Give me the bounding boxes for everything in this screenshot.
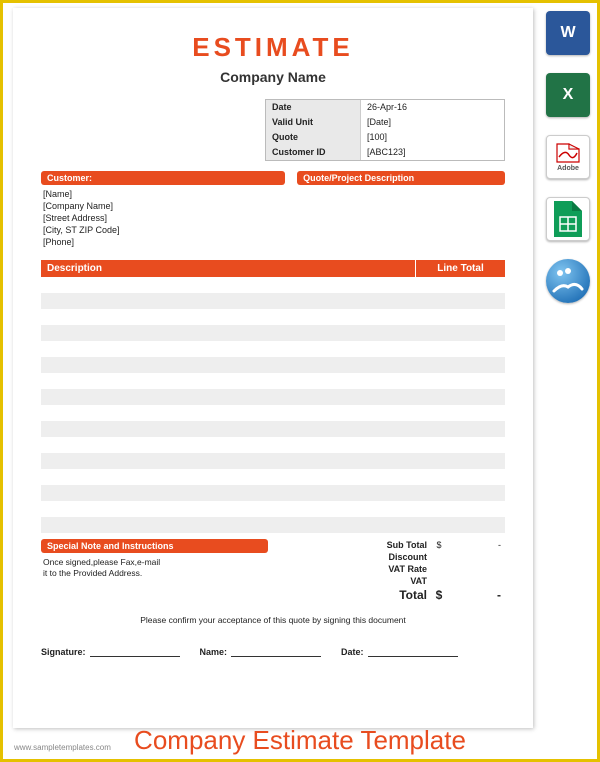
table-row: [41, 373, 505, 389]
signature-field: Signature:: [41, 647, 180, 657]
date-line: [368, 656, 458, 657]
notes-block: Special Note and Instructions Once signe…: [41, 539, 268, 603]
customer-block: Customer: [Name] [Company Name] [Street …: [41, 171, 285, 248]
table-body: [41, 277, 505, 533]
customer-line: [Phone]: [41, 236, 285, 248]
date-field: Date:: [341, 647, 458, 657]
customer-line: [Name]: [41, 188, 285, 200]
discount-row: Discount: [278, 551, 501, 563]
table-header: Description Line Total: [41, 260, 505, 277]
project-block: Quote/Project Description: [297, 171, 505, 248]
openoffice-icon[interactable]: [546, 259, 590, 303]
project-body: [297, 185, 505, 245]
total-value: -: [451, 588, 501, 602]
table-row: [41, 517, 505, 533]
total-row: Total $ -: [278, 587, 501, 603]
meta-box: Date 26-Apr-16 Valid Unit [Date] Quote […: [265, 99, 505, 161]
pdf-adobe-label: Adobe: [557, 165, 579, 172]
table-row: [41, 437, 505, 453]
word-icon[interactable]: W: [546, 11, 590, 55]
table-row: [41, 389, 505, 405]
meta-row-custid: Customer ID [ABC123]: [266, 145, 504, 160]
doc-title: ESTIMATE: [41, 32, 505, 63]
ooo-glyph-icon: [548, 261, 588, 301]
table-row: [41, 469, 505, 485]
subtotal-value: -: [451, 540, 501, 550]
estimate-document: ESTIMATE Company Name Date 26-Apr-16 Val…: [13, 8, 533, 728]
notes-header: Special Note and Instructions: [41, 539, 268, 553]
customer-lines: [Name] [Company Name] [Street Address] […: [41, 188, 285, 248]
signature-label: Signature:: [41, 647, 86, 657]
customer-line: [Company Name]: [41, 200, 285, 212]
signature-line: [90, 656, 180, 657]
sheets-glyph-icon: [552, 199, 584, 239]
excel-icon[interactable]: X: [546, 73, 590, 117]
table-row: [41, 357, 505, 373]
meta-row-date: Date 26-Apr-16: [266, 100, 504, 115]
subtotal-row: Sub Total $ -: [278, 539, 501, 551]
info-columns: Customer: [Name] [Company Name] [Street …: [41, 171, 505, 248]
customer-header: Customer:: [41, 171, 285, 185]
company-name: Company Name: [41, 69, 505, 85]
word-letter: W: [560, 24, 575, 42]
name-label: Name:: [200, 647, 228, 657]
bottom-section: Special Note and Instructions Once signe…: [41, 539, 505, 603]
table-row: [41, 309, 505, 325]
table-row: [41, 421, 505, 437]
discount-label: Discount: [347, 552, 427, 562]
name-field: Name:: [200, 647, 322, 657]
meta-value: 26-Apr-16: [361, 100, 504, 115]
project-header: Quote/Project Description: [297, 171, 505, 185]
excel-letter: X: [563, 86, 574, 104]
vatrate-label: VAT Rate: [347, 564, 427, 574]
outer-frame: ESTIMATE Company Name Date 26-Apr-16 Val…: [0, 0, 600, 762]
subtotal-label: Sub Total: [347, 540, 427, 550]
meta-label: Valid Unit: [266, 115, 361, 130]
vatrate-row: VAT Rate: [278, 563, 501, 575]
meta-value: [Date]: [361, 115, 504, 130]
meta-label: Quote: [266, 130, 361, 145]
table-row: [41, 293, 505, 309]
name-line: [231, 656, 321, 657]
notes-line: it to the Provided Address.: [43, 568, 266, 579]
vat-row: VAT: [278, 575, 501, 587]
watermark: www.sampletemplates.com: [11, 742, 114, 753]
meta-row-valid: Valid Unit [Date]: [266, 115, 504, 130]
currency: $: [427, 540, 451, 550]
col-linetotal: Line Total: [415, 260, 505, 277]
pdf-glyph-icon: [555, 143, 581, 163]
customer-line: [City, ST ZIP Code]: [41, 224, 285, 236]
notes-text: Once signed,please Fax,e-mail it to the …: [41, 553, 268, 583]
format-icons-column: W X Adobe: [543, 11, 593, 303]
currency: $: [427, 588, 451, 602]
meta-label: Customer ID: [266, 145, 361, 160]
customer-line: [Street Address]: [41, 212, 285, 224]
totals-block: Sub Total $ - Discount VAT Rate VAT: [278, 539, 505, 603]
date-label: Date:: [341, 647, 364, 657]
confirm-text: Please confirm your acceptance of this q…: [41, 615, 505, 625]
signature-row: Signature: Name: Date:: [41, 647, 505, 657]
meta-value: [100]: [361, 130, 504, 145]
col-description: Description: [41, 260, 415, 277]
google-sheets-icon[interactable]: [546, 197, 590, 241]
meta-value: [ABC123]: [361, 145, 504, 160]
table-row: [41, 501, 505, 517]
notes-line: Once signed,please Fax,e-mail: [43, 557, 266, 568]
total-label: Total: [347, 588, 427, 602]
meta-label: Date: [266, 100, 361, 115]
table-row: [41, 341, 505, 357]
vat-label: VAT: [347, 576, 427, 586]
pdf-icon[interactable]: Adobe: [546, 135, 590, 179]
line-items-table: Description Line Total: [41, 260, 505, 533]
table-row: [41, 405, 505, 421]
table-row: [41, 485, 505, 501]
table-row: [41, 453, 505, 469]
meta-row-quote: Quote [100]: [266, 130, 504, 145]
table-row: [41, 325, 505, 341]
table-row: [41, 277, 505, 293]
